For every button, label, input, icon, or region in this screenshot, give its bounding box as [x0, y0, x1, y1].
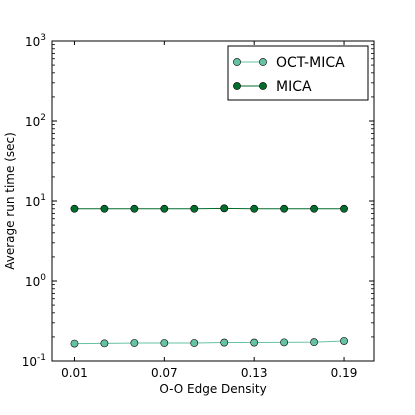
data-point-oct-mica: [340, 337, 348, 345]
x-axis-label: O-O Edge Density: [159, 382, 266, 396]
data-point-mica: [160, 204, 169, 213]
y-tick-label: 102: [25, 113, 46, 129]
legend-marker-oct-mica: [233, 58, 241, 66]
data-point-mica: [190, 204, 199, 213]
legend-marker-oct-mica: [259, 58, 267, 66]
y-tick-label: 103: [25, 33, 46, 49]
x-tick-label: 0.19: [331, 366, 358, 380]
data-point-mica: [130, 204, 139, 213]
y-tick-label: 100: [25, 273, 46, 289]
x-tick-label: 0.07: [151, 366, 178, 380]
chart-marks: [70, 204, 348, 348]
data-point-oct-mica: [130, 339, 139, 347]
chart-ticks: 0.01 0.07 0.13 0.19 10-1 100 101 102 103: [22, 33, 374, 380]
legend: OCT-MICA MICA: [227, 45, 369, 101]
data-point-mica: [280, 204, 289, 213]
data-point-oct-mica: [310, 338, 318, 347]
data-point-mica: [220, 204, 229, 213]
data-point-oct-mica: [250, 338, 259, 347]
y-tick-label: 101: [25, 193, 46, 209]
data-point-oct-mica: [190, 339, 199, 347]
data-point-oct-mica: [160, 339, 169, 347]
legend-box: [227, 45, 369, 101]
data-point-oct-mica: [220, 338, 229, 347]
legend-label-oct-mica: OCT-MICA: [276, 55, 345, 71]
data-point-oct-mica: [280, 338, 289, 347]
legend-label-mica: MICA: [276, 79, 312, 95]
data-point-mica: [100, 204, 109, 213]
data-point-oct-mica: [70, 339, 79, 348]
y-tick-label: 10-1: [22, 353, 46, 369]
data-point-mica: [70, 204, 79, 213]
legend-marker-mica: [233, 82, 241, 90]
data-point-mica: [340, 204, 348, 213]
data-point-oct-mica: [100, 339, 109, 348]
legend-marker-mica: [259, 82, 267, 90]
data-point-mica: [250, 204, 259, 213]
x-tick-label: 0.01: [61, 366, 88, 380]
series-line-oct-mica: [74, 340, 345, 345]
y-axis-label: Average run time (sec): [3, 132, 17, 270]
data-point-mica: [310, 204, 318, 213]
x-tick-label: 0.13: [241, 366, 268, 380]
